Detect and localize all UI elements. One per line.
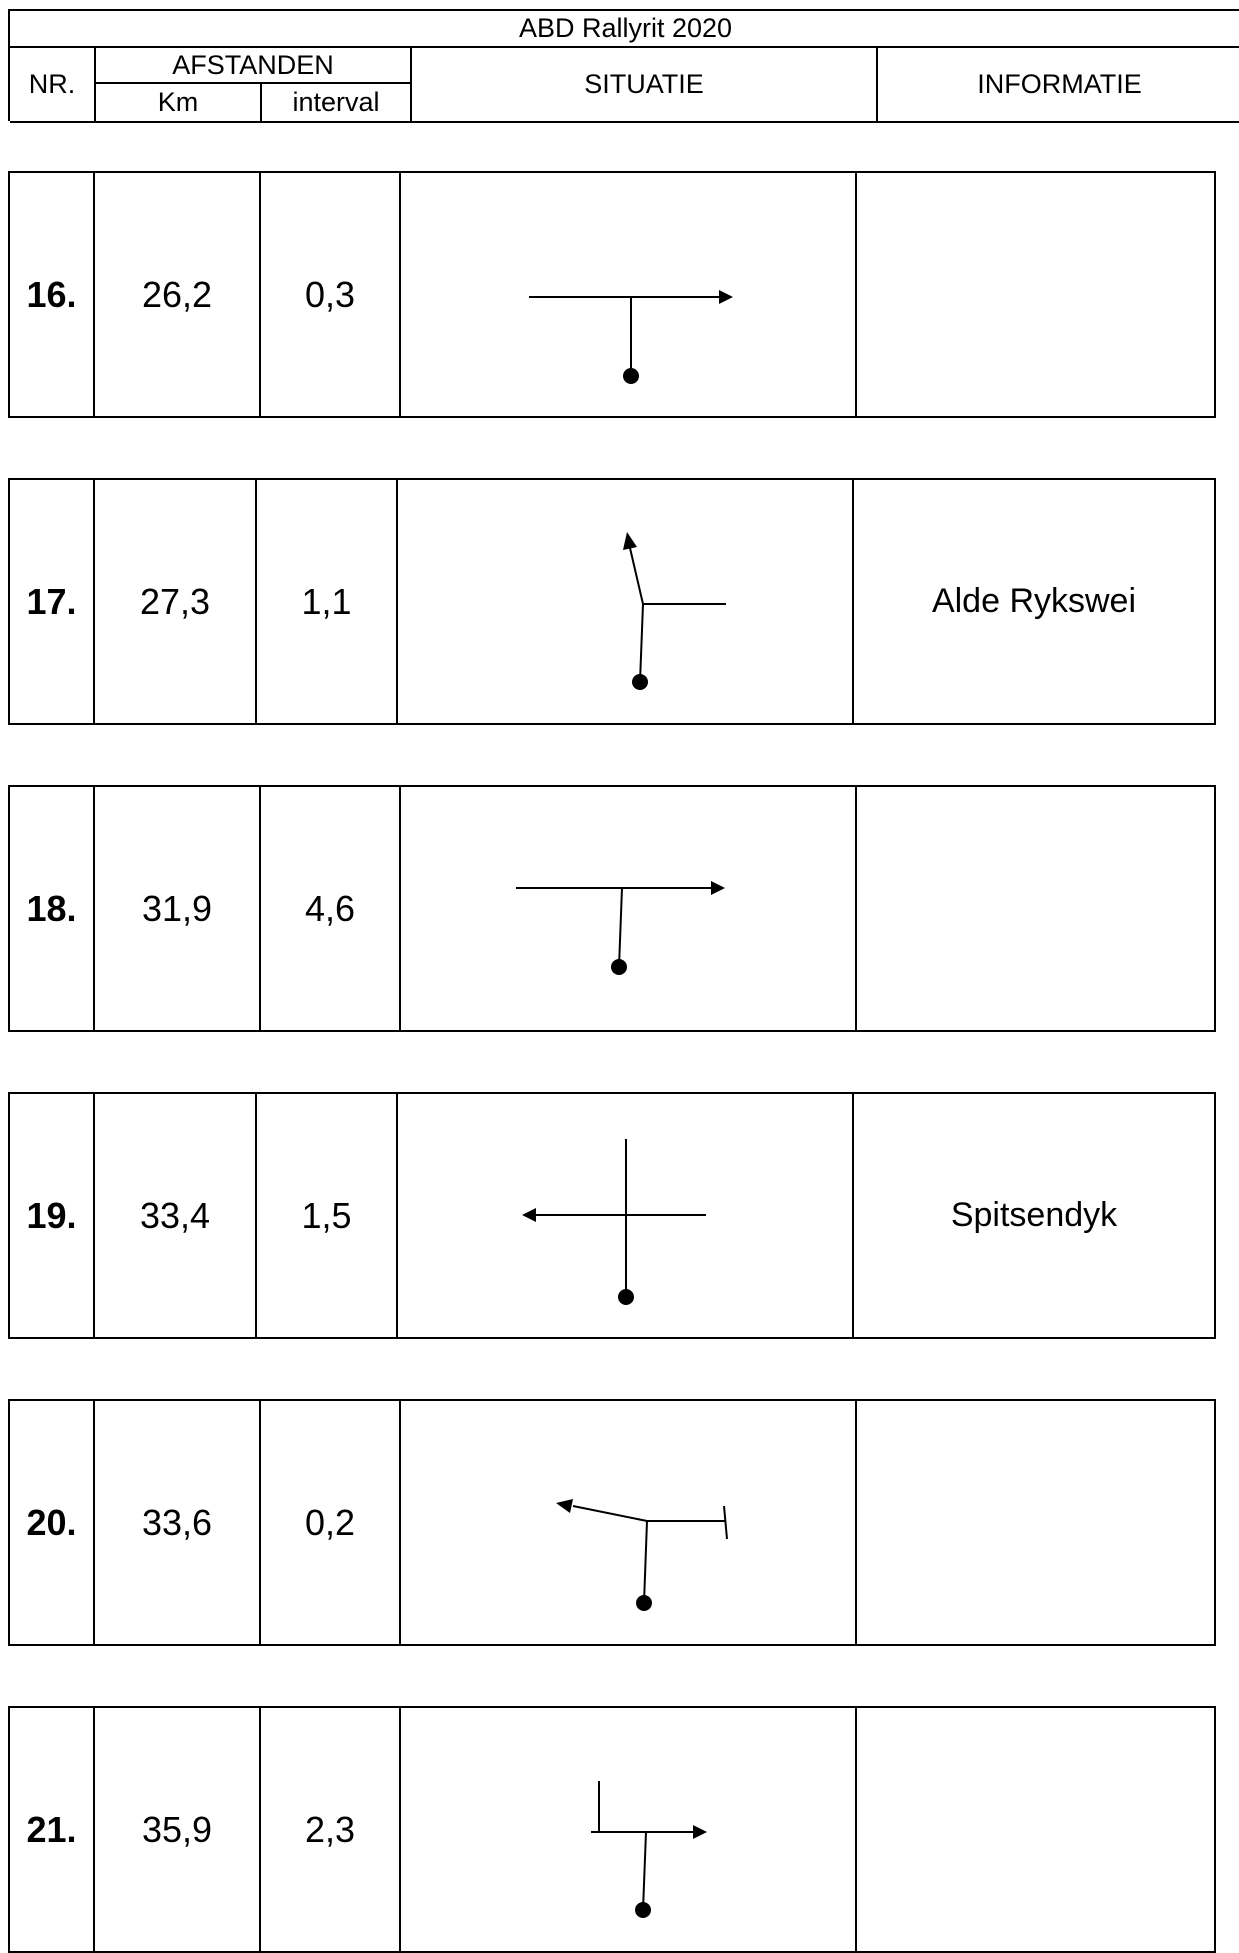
row-km: 27,3: [95, 480, 257, 723]
crossroads-left-arrow-icon: [522, 1139, 706, 1305]
header-interval: interval: [262, 84, 412, 123]
row-interval: 2,3: [261, 1708, 401, 1951]
fork-left-up-arrow-icon: [623, 532, 726, 690]
roadbook-row-21: 21. 35,9 2,3: [8, 1706, 1216, 1953]
row-informatie: [857, 173, 1214, 416]
row-km: 33,4: [95, 1094, 257, 1337]
header-afstanden: AFSTANDEN: [96, 48, 412, 84]
roadbook-row-18: 18. 31,9 4,6: [8, 785, 1216, 1032]
roadbook-row-19: 19. 33,4 1,5 Spitsendyk: [8, 1092, 1216, 1339]
t-junction-right-arrow-icon: [516, 881, 725, 975]
row-situatie: [401, 1401, 857, 1644]
roadbook-row-16: 16. 26,2 0,3: [8, 171, 1216, 418]
row-nr: 18.: [10, 787, 95, 1030]
row-interval: 1,1: [257, 480, 398, 723]
row-interval: 1,5: [257, 1094, 398, 1337]
row-km: 33,6: [95, 1401, 261, 1644]
row-nr: 16.: [10, 173, 95, 416]
header-km: Km: [96, 84, 262, 123]
row-interval: 0,3: [261, 173, 401, 416]
header-informatie: INFORMATIE: [878, 48, 1239, 123]
row-situatie: [398, 1094, 854, 1337]
header-situatie: SITUATIE: [412, 48, 878, 123]
t-junction-right-arrow-icon: [529, 290, 733, 384]
row-nr: 21.: [10, 1708, 95, 1951]
row-informatie: [857, 787, 1214, 1030]
row-km: 35,9: [95, 1708, 261, 1951]
row-nr: 19.: [10, 1094, 95, 1337]
row-interval: 4,6: [261, 787, 401, 1030]
row-nr: 20.: [10, 1401, 95, 1644]
t-junction-left-arrow-icon: [556, 1499, 728, 1611]
roadbook-row-17: 17. 27,3 1,1 Alde Rykswei: [8, 478, 1216, 725]
row-informatie: [857, 1401, 1214, 1644]
row-nr: 17.: [10, 480, 95, 723]
row-situatie: [401, 787, 857, 1030]
roadbook-title: ABD Rallyrit 2020: [10, 11, 1239, 48]
row-informatie: Spitsendyk: [950, 1196, 1118, 1234]
row-situatie: [401, 173, 857, 416]
row-situatie: [401, 1708, 857, 1951]
t-junction-right-arrow-icon: [591, 1781, 707, 1918]
row-km: 31,9: [95, 787, 261, 1030]
roadbook-header: ABD Rallyrit 2020 NR. AFSTANDEN Km inter…: [8, 9, 1239, 123]
header-nr: NR.: [10, 48, 96, 123]
row-situatie: [398, 480, 854, 723]
roadbook-row-20: 20. 33,6 0,2: [8, 1399, 1216, 1646]
row-informatie: Alde Rykswei: [931, 582, 1137, 620]
row-informatie: [857, 1708, 1214, 1951]
row-interval: 0,2: [261, 1401, 401, 1644]
row-km: 26,2: [95, 173, 261, 416]
